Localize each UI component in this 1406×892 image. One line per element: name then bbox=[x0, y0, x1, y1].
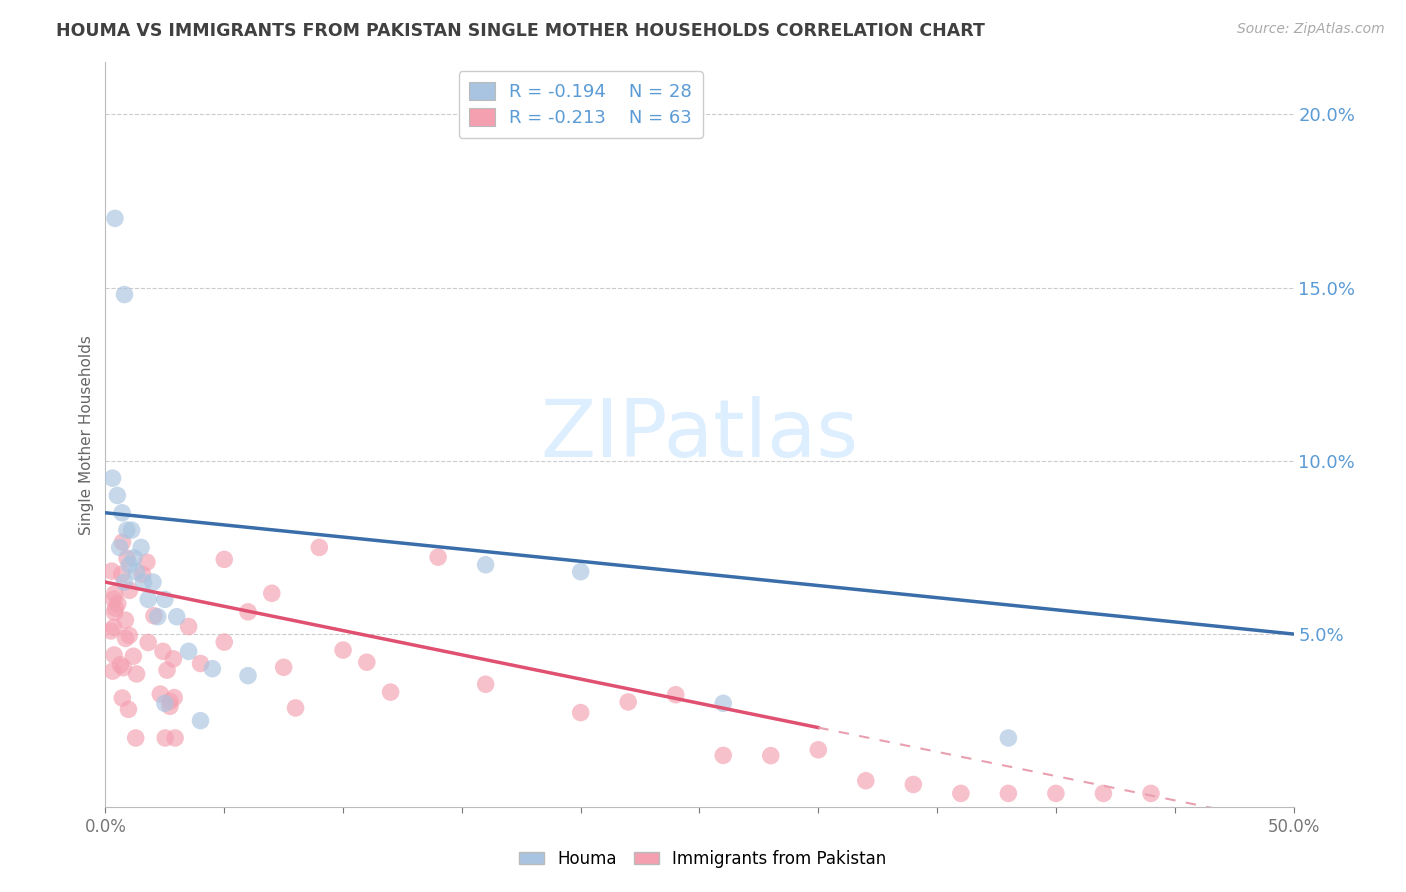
Point bbox=[162, 652, 184, 666]
Point bbox=[236, 668, 259, 682]
Point bbox=[149, 687, 172, 701]
Point bbox=[153, 696, 176, 710]
Point bbox=[125, 731, 148, 745]
Point bbox=[117, 702, 139, 716]
Point bbox=[273, 660, 295, 674]
Point bbox=[105, 488, 128, 502]
Point bbox=[332, 643, 354, 657]
Point bbox=[165, 731, 187, 745]
Text: ZIPatlas: ZIPatlas bbox=[540, 396, 859, 474]
Point bbox=[163, 690, 186, 705]
Point bbox=[903, 777, 925, 791]
Point bbox=[190, 657, 212, 671]
Point bbox=[759, 748, 782, 763]
Point bbox=[711, 696, 734, 710]
Point bbox=[111, 567, 134, 582]
Point bbox=[110, 657, 132, 672]
Point bbox=[190, 714, 212, 728]
Legend: Houma, Immigrants from Pakistan: Houma, Immigrants from Pakistan bbox=[513, 844, 893, 875]
Point bbox=[103, 620, 125, 634]
Point bbox=[153, 592, 176, 607]
Point bbox=[112, 661, 135, 675]
Point bbox=[115, 551, 138, 566]
Point bbox=[101, 471, 124, 485]
Point bbox=[214, 552, 236, 566]
Point bbox=[214, 635, 236, 649]
Point bbox=[132, 575, 155, 590]
Point bbox=[135, 555, 157, 569]
Point bbox=[617, 695, 640, 709]
Point bbox=[380, 685, 402, 699]
Point bbox=[122, 550, 145, 565]
Point bbox=[100, 624, 122, 638]
Point bbox=[131, 567, 153, 582]
Point bbox=[159, 699, 181, 714]
Point bbox=[104, 601, 127, 615]
Point bbox=[142, 608, 165, 623]
Point bbox=[108, 541, 131, 555]
Point bbox=[101, 664, 124, 678]
Point bbox=[103, 587, 125, 601]
Point bbox=[177, 619, 200, 633]
Point bbox=[997, 786, 1019, 800]
Legend: R = -0.194    N = 28, R = -0.213    N = 63: R = -0.194 N = 28, R = -0.213 N = 63 bbox=[458, 71, 703, 138]
Point bbox=[569, 706, 592, 720]
Y-axis label: Single Mother Households: Single Mother Households bbox=[79, 334, 94, 535]
Point bbox=[111, 690, 134, 705]
Point bbox=[308, 541, 330, 555]
Point bbox=[236, 605, 259, 619]
Point bbox=[101, 564, 124, 578]
Point bbox=[356, 655, 378, 669]
Point bbox=[122, 649, 145, 664]
Point bbox=[111, 506, 134, 520]
Point bbox=[114, 632, 136, 646]
Point bbox=[142, 575, 165, 590]
Point bbox=[114, 613, 136, 627]
Point bbox=[121, 523, 143, 537]
Point bbox=[665, 688, 688, 702]
Point bbox=[427, 550, 450, 565]
Point bbox=[118, 628, 141, 642]
Point bbox=[125, 565, 148, 579]
Point bbox=[474, 558, 496, 572]
Point bbox=[103, 592, 125, 607]
Point bbox=[159, 694, 181, 708]
Point bbox=[114, 287, 136, 301]
Point bbox=[118, 583, 141, 598]
Point bbox=[166, 609, 188, 624]
Point bbox=[1140, 786, 1163, 800]
Point bbox=[201, 662, 224, 676]
Text: Source: ZipAtlas.com: Source: ZipAtlas.com bbox=[1237, 22, 1385, 37]
Point bbox=[949, 786, 972, 800]
Point bbox=[104, 211, 127, 226]
Point bbox=[118, 558, 141, 572]
Point bbox=[136, 635, 159, 649]
Point bbox=[177, 644, 200, 658]
Point bbox=[997, 731, 1019, 745]
Point bbox=[129, 541, 152, 555]
Point bbox=[103, 606, 125, 620]
Point bbox=[114, 575, 136, 590]
Point bbox=[569, 565, 592, 579]
Point bbox=[111, 535, 134, 549]
Point bbox=[1092, 786, 1115, 800]
Point bbox=[115, 523, 138, 537]
Point bbox=[260, 586, 283, 600]
Point bbox=[136, 592, 159, 607]
Point bbox=[125, 667, 148, 681]
Point bbox=[474, 677, 496, 691]
Point bbox=[711, 748, 734, 763]
Point bbox=[156, 663, 179, 677]
Point bbox=[153, 731, 176, 745]
Point bbox=[103, 648, 125, 662]
Point bbox=[284, 701, 307, 715]
Text: HOUMA VS IMMIGRANTS FROM PAKISTAN SINGLE MOTHER HOUSEHOLDS CORRELATION CHART: HOUMA VS IMMIGRANTS FROM PAKISTAN SINGLE… bbox=[56, 22, 986, 40]
Point bbox=[152, 644, 174, 658]
Point bbox=[855, 773, 877, 788]
Point bbox=[146, 609, 169, 624]
Point bbox=[1045, 786, 1067, 800]
Point bbox=[107, 597, 129, 611]
Point bbox=[807, 743, 830, 757]
